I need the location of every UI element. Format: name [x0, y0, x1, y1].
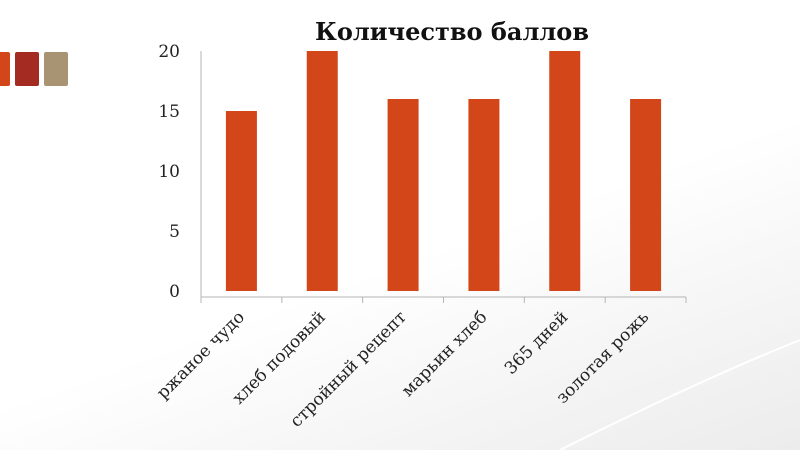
- decor-curve: [559, 339, 800, 450]
- bar: [549, 51, 581, 291]
- y-tick-label: 5: [169, 222, 180, 242]
- x-category-label: марьин хлеб: [398, 307, 492, 401]
- bars: [225, 51, 662, 291]
- bar: [225, 111, 257, 291]
- y-tick-label: 20: [158, 42, 180, 62]
- swatch-tan: [44, 52, 68, 86]
- x-category-label: 365 дней: [501, 307, 572, 378]
- bar: [387, 99, 419, 291]
- y-tick-label: 10: [158, 162, 180, 182]
- decor-swatches: [0, 52, 68, 86]
- bar: [630, 99, 662, 291]
- bar: [306, 51, 338, 291]
- axes: [200, 51, 687, 303]
- y-axis-ticks: 0 5 10 15 20: [158, 42, 180, 302]
- y-tick-label: 15: [158, 102, 180, 122]
- swatch-dark-red: [15, 52, 39, 86]
- chart-title: Количество баллов: [315, 17, 589, 46]
- bar: [468, 99, 500, 291]
- y-tick-label: 0: [169, 282, 180, 302]
- swatch-orange: [0, 52, 10, 86]
